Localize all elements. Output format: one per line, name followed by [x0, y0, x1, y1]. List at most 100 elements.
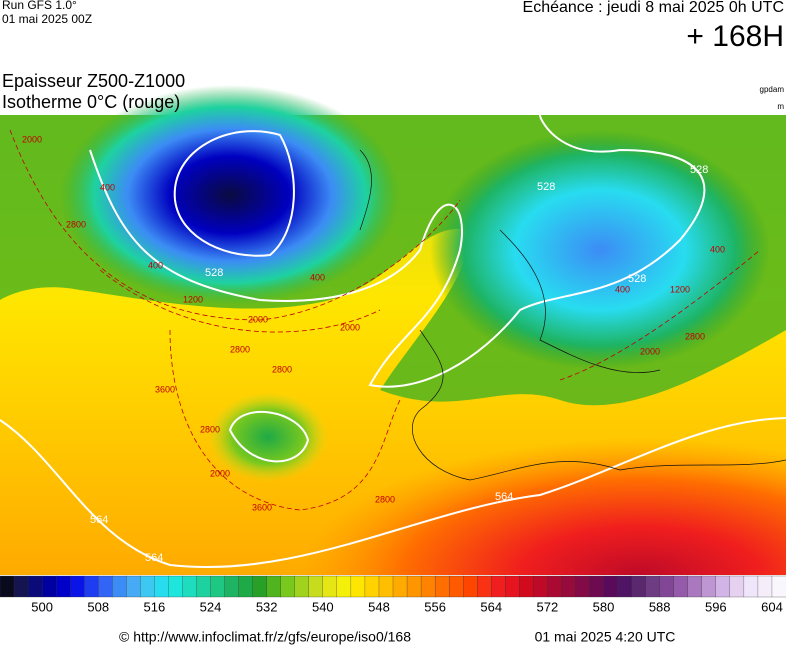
colorbar-swatch [603, 575, 619, 598]
colorbar-swatch [448, 575, 464, 598]
iso0-contours [9, 129, 761, 511]
run-label: Run GFS 1.0° [2, 0, 77, 12]
colorbar-swatch [322, 575, 338, 598]
contour-label: 564 [90, 514, 108, 526]
colorbar-label: 524 [200, 599, 222, 614]
colorbar-swatch [13, 575, 29, 598]
source-url: © http://www.infoclimat.fr/z/gfs/europe/… [119, 629, 411, 645]
colorbar-swatch [0, 575, 15, 598]
iso0-label: 400 [100, 182, 115, 192]
colorbar-label: 580 [593, 599, 615, 614]
colorbar-swatch [252, 575, 268, 598]
colorbar-swatch [701, 575, 717, 598]
colorbar-swatch [196, 575, 211, 598]
title: Epaisseur Z500-Z1000 [2, 71, 185, 91]
contour-label: 564 [145, 552, 163, 564]
colorbar-label: 572 [537, 599, 559, 614]
colorbar-swatch [434, 575, 450, 598]
colorbar-swatch [168, 575, 183, 598]
iso0-label: 3600 [252, 502, 272, 512]
thickness-contours [0, 114, 786, 569]
colorbar-swatch [505, 575, 520, 598]
iso0-label: 2800 [375, 494, 395, 504]
colorbar-swatch [294, 575, 310, 598]
forecast-date: Echéance : jeudi 8 mai 2025 0h UTC [523, 0, 784, 16]
colorbar-swatch [126, 575, 141, 598]
iso0-label: 1200 [670, 284, 690, 294]
iso0-label: 2800 [272, 364, 292, 374]
colorbar-label: 596 [705, 599, 727, 614]
colorbar-label: 540 [312, 599, 334, 614]
coastlines [359, 149, 786, 481]
colorbar-swatch [406, 575, 422, 598]
colorbar-label: 532 [256, 599, 278, 614]
contour-label: 528 [690, 164, 708, 176]
colorbar-label: 548 [368, 599, 390, 614]
colorbar-swatch [224, 575, 240, 598]
unit: m [777, 102, 784, 111]
colorbar-swatch [659, 575, 675, 598]
colorbar-swatch [687, 575, 703, 598]
iso0-label: 2000 [248, 314, 268, 324]
iso0-label: 400 [615, 284, 630, 294]
contour-label: 528 [205, 267, 223, 279]
colorbar-swatch [364, 575, 380, 598]
iso0-label: 2000 [640, 346, 660, 356]
iso0-label: 2800 [685, 331, 705, 341]
colorbar-label: 500 [31, 599, 53, 614]
colorbar-swatch [308, 575, 324, 598]
map: 528 528 528 528 564 564 564 2000 2800 40… [0, 85, 786, 575]
colorbar-swatch [378, 575, 394, 598]
colorbar-label: 604 [761, 599, 783, 614]
colorbar-swatch [27, 575, 43, 598]
colorbar-label: 564 [480, 599, 502, 614]
colorbar-swatch [112, 575, 127, 598]
iso0-label: 2000 [340, 322, 360, 332]
iso0-label: 3600 [155, 384, 175, 394]
colorbar-swatch [645, 575, 661, 598]
warm-africa [300, 380, 786, 575]
iso0-label: 400 [310, 272, 325, 282]
iso0-label: 2800 [200, 424, 220, 434]
contour-label: 564 [495, 491, 513, 503]
colorbar-swatch [547, 575, 562, 598]
colorbar-swatch [70, 575, 85, 598]
subtitle: Isotherme 0°C (rouge) [2, 92, 180, 112]
colorbar-swatch [715, 575, 731, 598]
low-russia [430, 130, 770, 370]
colorbar-swatch [392, 575, 408, 598]
colorbar-swatch [463, 575, 478, 598]
colorbar-swatch [729, 575, 745, 598]
colorbar-swatch [266, 575, 282, 598]
run-date: 01 mai 2025 00Z [2, 12, 92, 26]
timestamp: 01 mai 2025 4:20 UTC [535, 629, 676, 645]
colorbar-swatch [336, 575, 352, 598]
colorbar-label: 508 [87, 599, 109, 614]
iso0-label: 2800 [66, 219, 86, 229]
colorbar-swatch [477, 575, 492, 598]
colorbar-label: 516 [144, 599, 166, 614]
colorbar-swatch [519, 575, 534, 598]
iso0-label: 400 [710, 244, 725, 254]
colorbar-swatch [280, 575, 296, 598]
colorbar: 500 508 516 524 532 540 548 556 564 572 580 588 596 6… [0, 575, 786, 614]
iso0-label: 2800 [230, 344, 250, 354]
colorbar-swatch [757, 575, 773, 598]
colorbar-swatch [41, 575, 57, 598]
colorbar-swatch [771, 575, 786, 598]
colorbar-label: 588 [649, 599, 671, 614]
lead-time: + 168H [686, 20, 784, 53]
colorbar-swatch [561, 575, 576, 598]
low-azores [208, 392, 328, 482]
colorbar-swatch [140, 575, 155, 598]
colorbar-swatch [182, 575, 197, 598]
colorbar-swatch [589, 575, 604, 598]
colorbar-swatch [98, 575, 113, 598]
colorbar-swatch [617, 575, 633, 598]
colorbar-swatch [238, 575, 254, 598]
iso0-label: 2000 [210, 468, 230, 478]
colorbar-swatch [575, 575, 590, 598]
colorbar-swatch [350, 575, 366, 598]
colorbar-swatch [210, 575, 226, 598]
